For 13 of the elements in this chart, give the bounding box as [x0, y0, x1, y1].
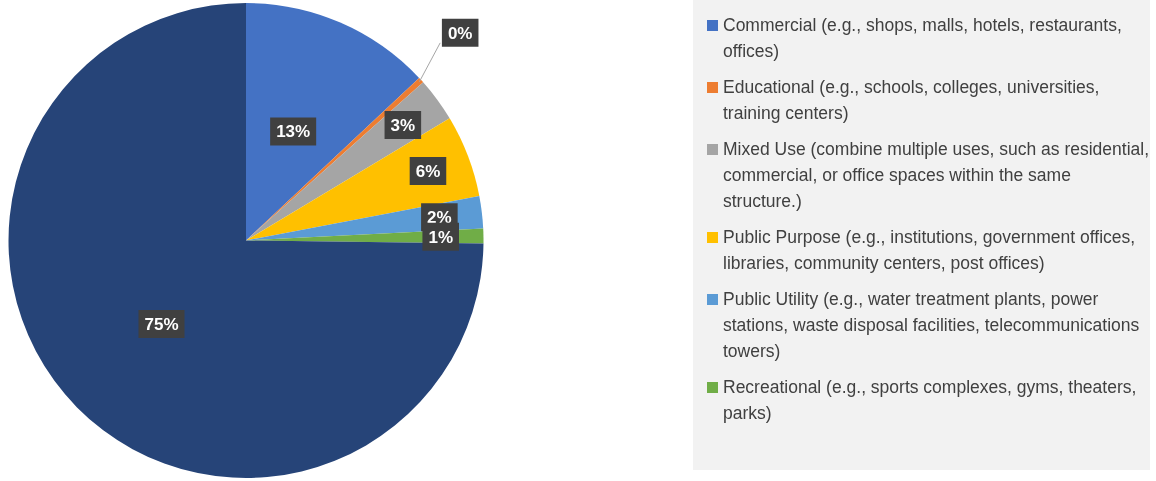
- legend-label: Public Utility (e.g., water treatment plants, power stations, waste disposal facilities, telecommunications towers): [723, 288, 1141, 363]
- data-label: 1%: [428, 227, 453, 247]
- data-label: 6%: [415, 161, 441, 181]
- legend-label: Commercial (e.g., shops, malls, hotels, restaurants, offices): [723, 14, 1123, 63]
- data-label: 13%: [276, 122, 311, 142]
- data-label: 0%: [447, 23, 473, 43]
- legend-label: Public Purpose (e.g., institutions, government offices, libraries, community centers, post offices): [723, 226, 1137, 275]
- data-label: 3%: [390, 115, 416, 135]
- data-label: 75%: [144, 314, 179, 334]
- legend-label: Educational (e.g., schools, colleges, universities, training centers): [723, 76, 1101, 125]
- data-label: 2%: [427, 207, 452, 227]
- legend-label: Mixed Use (combine multiple uses, such as residential, commercial, or office spaces within the same structure.): [723, 138, 1150, 213]
- legend-label: Recreational (e.g., sports complexes, gyms, theaters, parks): [723, 376, 1138, 425]
